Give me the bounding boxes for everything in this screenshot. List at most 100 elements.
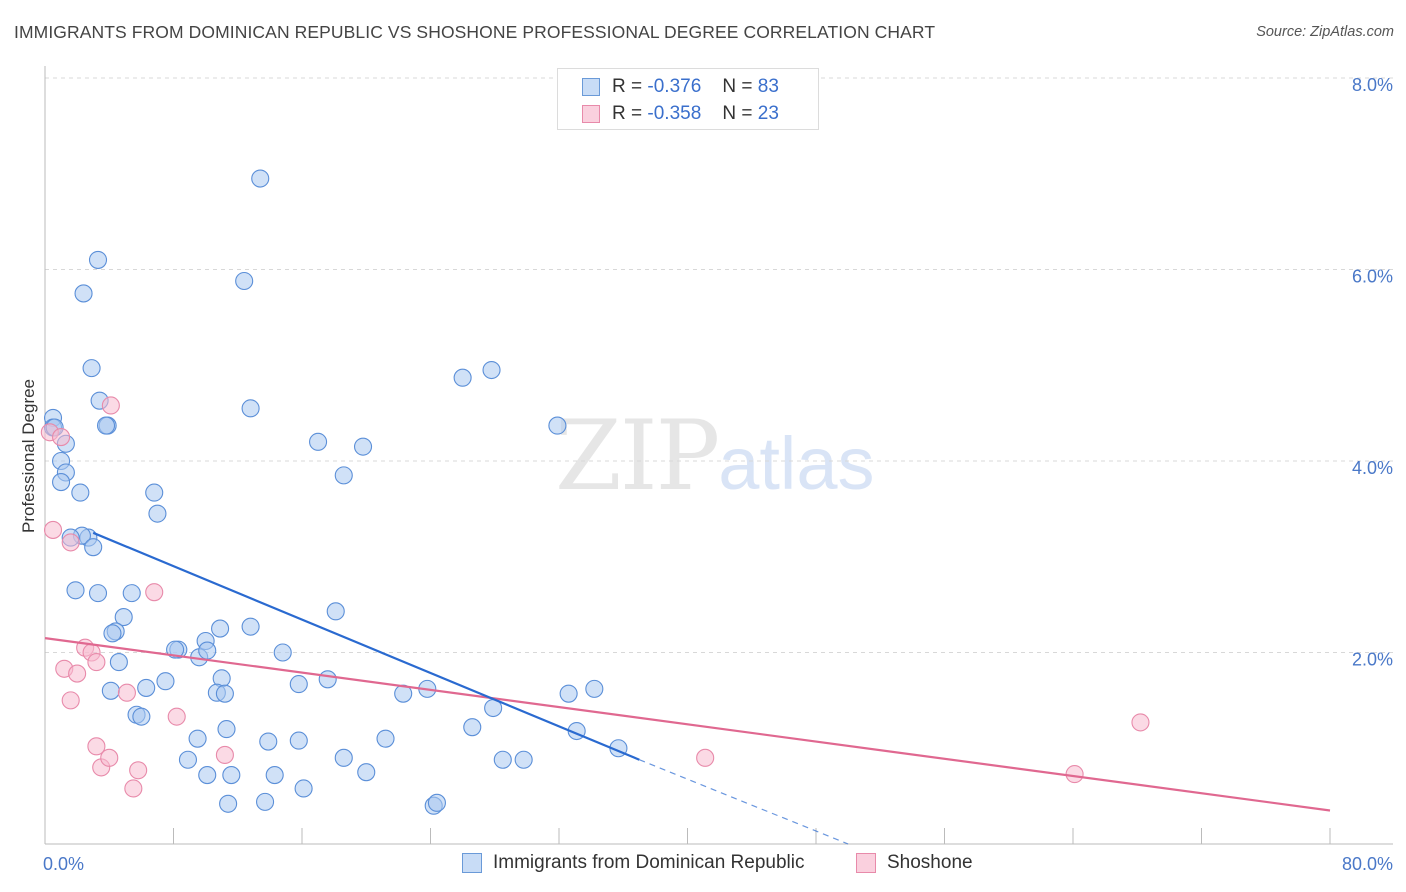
data-point-immigrants [145, 483, 164, 502]
legend-label: Shoshone [887, 852, 973, 873]
data-point-immigrants [294, 779, 313, 798]
r-value: -0.358 [647, 103, 702, 124]
data-point-shoshone [696, 748, 715, 767]
data-point-immigrants [188, 729, 207, 748]
x-tick-label: 80.0% [1342, 854, 1393, 874]
watermark: ZIPatlas [555, 400, 875, 512]
data-point-immigrants [82, 359, 101, 378]
data-point-immigrants [493, 750, 512, 769]
y-axis-label: Professional Degree [19, 379, 38, 533]
blue-swatch [462, 853, 482, 873]
data-point-immigrants [101, 681, 120, 700]
legend-label: Immigrants from Dominican Republic [493, 852, 805, 873]
pink-swatch [582, 105, 600, 123]
pink-swatch [856, 853, 876, 873]
data-point-immigrants [66, 581, 85, 600]
data-point-shoshone [167, 707, 186, 726]
trend-line-shoshone [44, 637, 1331, 812]
legend-item-shoshone: Shoshone [856, 852, 973, 874]
data-point-shoshone [1065, 765, 1084, 784]
data-point-immigrants [548, 416, 567, 435]
data-point-immigrants [514, 750, 533, 769]
data-point-shoshone [101, 396, 120, 415]
data-point-immigrants [198, 766, 217, 785]
data-point-immigrants [198, 641, 217, 660]
data-point-shoshone [43, 520, 63, 539]
data-point-immigrants [265, 766, 284, 785]
data-point-immigrants [96, 416, 116, 435]
correlation-legend: R = -0.376 N = 83 R = -0.358 N = 23 [557, 68, 819, 130]
data-point-immigrants [318, 670, 337, 689]
data-point-immigrants [114, 608, 133, 627]
trend-line-immigrants [92, 531, 640, 761]
series-legend: Immigrants from Dominican Republic Shosh… [0, 852, 1406, 878]
data-point-immigrants [559, 684, 578, 703]
data-point-immigrants [219, 794, 238, 813]
data-point-immigrants [251, 169, 270, 188]
data-point-immigrants [256, 792, 275, 811]
data-point-shoshone [87, 653, 106, 672]
n-value: 23 [757, 103, 779, 124]
data-point-immigrants [88, 250, 108, 269]
r-label: R = [612, 103, 643, 124]
data-point-shoshone [87, 737, 106, 756]
legend-row-blue: R = -0.376 N = 83 [582, 74, 779, 100]
data-point-immigrants [241, 399, 260, 418]
data-point-shoshone [52, 428, 71, 447]
data-point-immigrants [74, 284, 93, 303]
data-point-shoshone [117, 683, 136, 702]
data-point-immigrants [585, 679, 604, 698]
data-point-immigrants [273, 643, 292, 662]
data-point-immigrants [289, 675, 308, 694]
data-point-immigrants [309, 432, 328, 451]
data-point-immigrants [334, 748, 353, 767]
data-point-immigrants [235, 271, 254, 291]
data-point-immigrants [166, 640, 185, 659]
data-point-shoshone [124, 779, 143, 798]
data-point-immigrants [103, 624, 122, 643]
legend-row-pink: R = -0.358 N = 23 [582, 101, 779, 127]
data-point-immigrants [334, 466, 353, 485]
watermark-zip: ZIP [555, 400, 720, 512]
data-point-immigrants [453, 368, 472, 387]
data-point-immigrants [156, 672, 175, 691]
data-point-immigrants [357, 763, 376, 782]
data-point-shoshone [129, 761, 148, 780]
data-point-immigrants [211, 619, 230, 638]
x-tick-label: 0.0% [43, 854, 84, 874]
data-point-immigrants [148, 504, 167, 523]
tick-labels: 2.0% 4.0% 6.0% 8.0% 0.0% 80.0% [43, 75, 1393, 874]
data-point-immigrants [289, 731, 308, 750]
data-point-immigrants [222, 766, 241, 785]
series-immigrants-dominican-republic [43, 169, 628, 815]
data-point-immigrants [463, 718, 482, 737]
trend-line-immigrants-extrapolated [639, 759, 849, 845]
chart-source: Source: ZipAtlas.com [1256, 24, 1394, 40]
data-point-shoshone [61, 533, 80, 552]
data-point-immigrants [353, 437, 373, 456]
data-point-immigrants [71, 483, 90, 502]
data-point-shoshone [215, 745, 234, 765]
data-point-immigrants [88, 584, 108, 603]
data-point-immigrants [52, 473, 71, 492]
series-shoshone [40, 396, 1150, 798]
y-tick-label: 8.0% [1352, 75, 1393, 95]
y-tick-label: 4.0% [1352, 458, 1393, 478]
r-value: -0.376 [647, 76, 702, 97]
data-point-shoshone [100, 748, 119, 767]
data-point-shoshone [68, 664, 87, 683]
legend-item-immigrants: Immigrants from Dominican Republic [462, 852, 805, 874]
data-point-immigrants [427, 793, 446, 812]
data-point-shoshone [61, 691, 80, 710]
watermark-atlas: atlas [718, 422, 875, 505]
r-label: R = [612, 76, 643, 97]
axes [44, 66, 1393, 845]
data-point-immigrants [84, 538, 103, 557]
data-point-immigrants [259, 732, 278, 751]
data-point-shoshone [145, 583, 164, 602]
n-label: N = [722, 76, 753, 97]
y-tick-label: 6.0% [1352, 267, 1393, 287]
data-point-immigrants [178, 750, 198, 769]
data-point-shoshone [1131, 713, 1150, 732]
